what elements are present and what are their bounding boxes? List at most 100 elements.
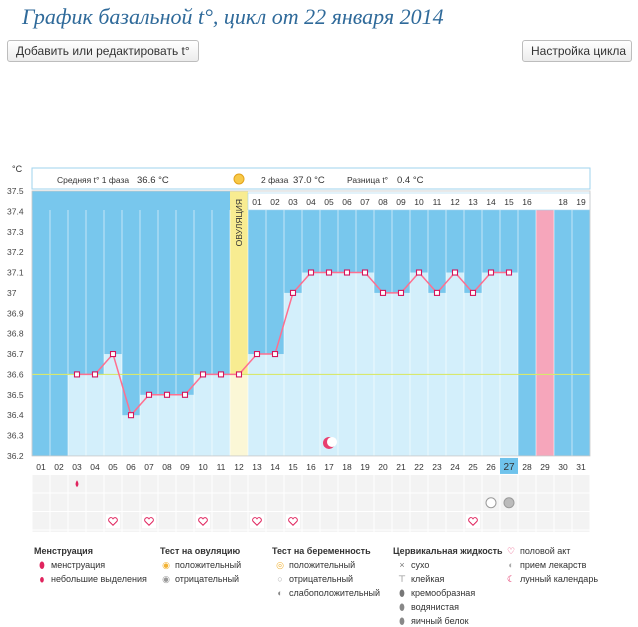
- pill-icon: ◐: [508, 560, 514, 570]
- temperature-bar: [68, 374, 86, 456]
- temperature-bar: [86, 374, 104, 456]
- ovulation-negative-icon: ◉: [162, 574, 170, 584]
- heart-icon: [198, 517, 208, 526]
- temperature-bar: [410, 272, 428, 456]
- legend-spotting-item: ⬮ небольшие выделения: [36, 574, 147, 585]
- heart-cell: [142, 514, 156, 529]
- cycle-day-label: 21: [396, 462, 406, 472]
- add-edit-temperature-button[interactable]: Добавить или редактировать t°: [7, 40, 199, 62]
- legend-lunar: ☾ лунный календарь: [506, 574, 599, 584]
- y-tick-label: 37.2: [7, 247, 24, 257]
- legend-sex: ♡ половой акт: [506, 546, 571, 556]
- cycle-day-label: 15: [288, 462, 298, 472]
- temperature-bar: [446, 272, 464, 456]
- heart-cell: [286, 514, 300, 529]
- eggwhite-icon: ⬮: [399, 616, 405, 626]
- legend-pregnancy-negative: ○ отрицательный: [274, 574, 353, 584]
- y-tick-label: 36.2: [7, 451, 24, 461]
- temperature-point: [73, 371, 81, 378]
- temperature-point: [217, 371, 225, 378]
- cycle-day-label: 23: [432, 462, 442, 472]
- cycle-day-label: 09: [180, 462, 190, 472]
- cycle-day-label: 10: [198, 462, 208, 472]
- phase2-day-label: 17: [540, 197, 550, 207]
- small-bleeding-icon: [75, 480, 79, 488]
- phase2-mean-value: 37.0 °C: [293, 175, 325, 186]
- temperature-diff-label: Разница t°: [347, 175, 388, 185]
- cycle-day-label: 27: [503, 462, 515, 473]
- temperature-point: [181, 391, 189, 398]
- cycle-day-label: 13: [252, 462, 262, 472]
- y-tick-label: 37.4: [7, 206, 24, 216]
- temperature-bar: [176, 394, 194, 456]
- legend-cervical-dry: × сухо: [396, 560, 429, 570]
- phase2-day-label: 04: [306, 197, 316, 207]
- cycle-day-label: 20: [378, 462, 388, 472]
- y-axis-unit-label: °C: [12, 164, 23, 174]
- legend-cervical-watery: ⬮ водянистая: [396, 602, 459, 613]
- temperature-point: [91, 371, 99, 378]
- legend-ovulation-negative: ◉ отрицательный: [160, 574, 239, 585]
- legend-medication: ◐ прием лекарств: [505, 560, 586, 570]
- cycle-day-label: 08: [162, 462, 172, 472]
- cycle-day-label: 05: [108, 462, 118, 472]
- temperature-bar: [158, 394, 176, 456]
- dry-icon: ×: [399, 560, 405, 570]
- phase2-day-label: 08: [378, 197, 388, 207]
- temperature-point: [433, 289, 441, 296]
- cycle-day-label: 16: [306, 462, 316, 472]
- phase2-day-label: 07: [360, 197, 370, 207]
- temperature-point: [163, 391, 171, 398]
- legend-pregnancy-positive: ◎ положительный: [274, 560, 355, 571]
- phase2-day-label: 12: [450, 197, 460, 207]
- temperature-bar: [320, 272, 338, 456]
- pregnancy-positive-icon: ◎: [276, 560, 284, 570]
- legend: Менструация ⬮ менструация ⬮ небольшие выде…: [0, 542, 638, 626]
- small-drop-icon: ⬮: [39, 577, 45, 584]
- heart-icon: ♡: [506, 546, 516, 556]
- legend-ovulation-test-title: Тест на овуляцию: [160, 546, 241, 556]
- marks-row: [32, 512, 590, 530]
- temperature-bar: [194, 374, 212, 456]
- cycle-day-label: 19: [360, 462, 370, 472]
- page-title: График базальной t°, цикл от 22 января 2…: [22, 4, 444, 29]
- phase2-day-label: 14: [486, 197, 496, 207]
- temperature-bar: [356, 272, 374, 456]
- phase2-day-label: 13: [468, 197, 478, 207]
- temperature-point: [289, 289, 297, 296]
- phase2-day-label: 16: [522, 197, 532, 207]
- temperature-point: [109, 350, 117, 358]
- y-tick-label: 37.1: [7, 268, 24, 278]
- temperature-point: [469, 289, 477, 296]
- y-tick-label: 36.4: [7, 410, 24, 420]
- cycle-day-label: 01: [36, 462, 46, 472]
- temperature-bar: [266, 354, 284, 456]
- pregnancy-negative-icon: ○: [277, 574, 283, 584]
- cycle-settings-button[interactable]: Настройка цикла: [522, 40, 632, 62]
- phase1-mean-value: 36.6 °C: [137, 175, 169, 186]
- temperature-bar: [500, 272, 518, 456]
- temperature-diff-value: 0.4 °C: [397, 175, 424, 186]
- y-tick-label: 36.7: [7, 349, 24, 359]
- cycle-day-label: 12: [234, 462, 244, 472]
- phase2-day-label: 02: [270, 197, 280, 207]
- marks-row: [32, 493, 590, 511]
- today-highlight: [500, 457, 518, 474]
- cycle-day-label: 02: [54, 462, 64, 472]
- heart-cell: [196, 514, 210, 529]
- phase2-day-label: 03: [288, 197, 298, 207]
- cycle-day-label: 26: [486, 462, 496, 472]
- pregnancy-weak-icon: ◐: [277, 588, 283, 598]
- y-tick-label: 36.3: [7, 431, 24, 441]
- phase2-label: 2 фаза: [261, 175, 289, 185]
- stats-header: [31, 167, 591, 190]
- cycle-day-label: 18: [342, 462, 352, 472]
- legend-ovulation-positive: ◉ положительный: [160, 560, 241, 571]
- cycle-day-label: 17: [324, 462, 334, 472]
- cycle-day-label: 11: [217, 462, 226, 472]
- phase2-day-label: 19: [576, 197, 586, 207]
- legend-cervical-creamy: ⬮ кремообразная: [396, 588, 475, 599]
- y-tick-label: 36.6: [7, 369, 24, 379]
- heart-cell: [250, 514, 264, 529]
- cycle-day-label: 28: [522, 462, 532, 472]
